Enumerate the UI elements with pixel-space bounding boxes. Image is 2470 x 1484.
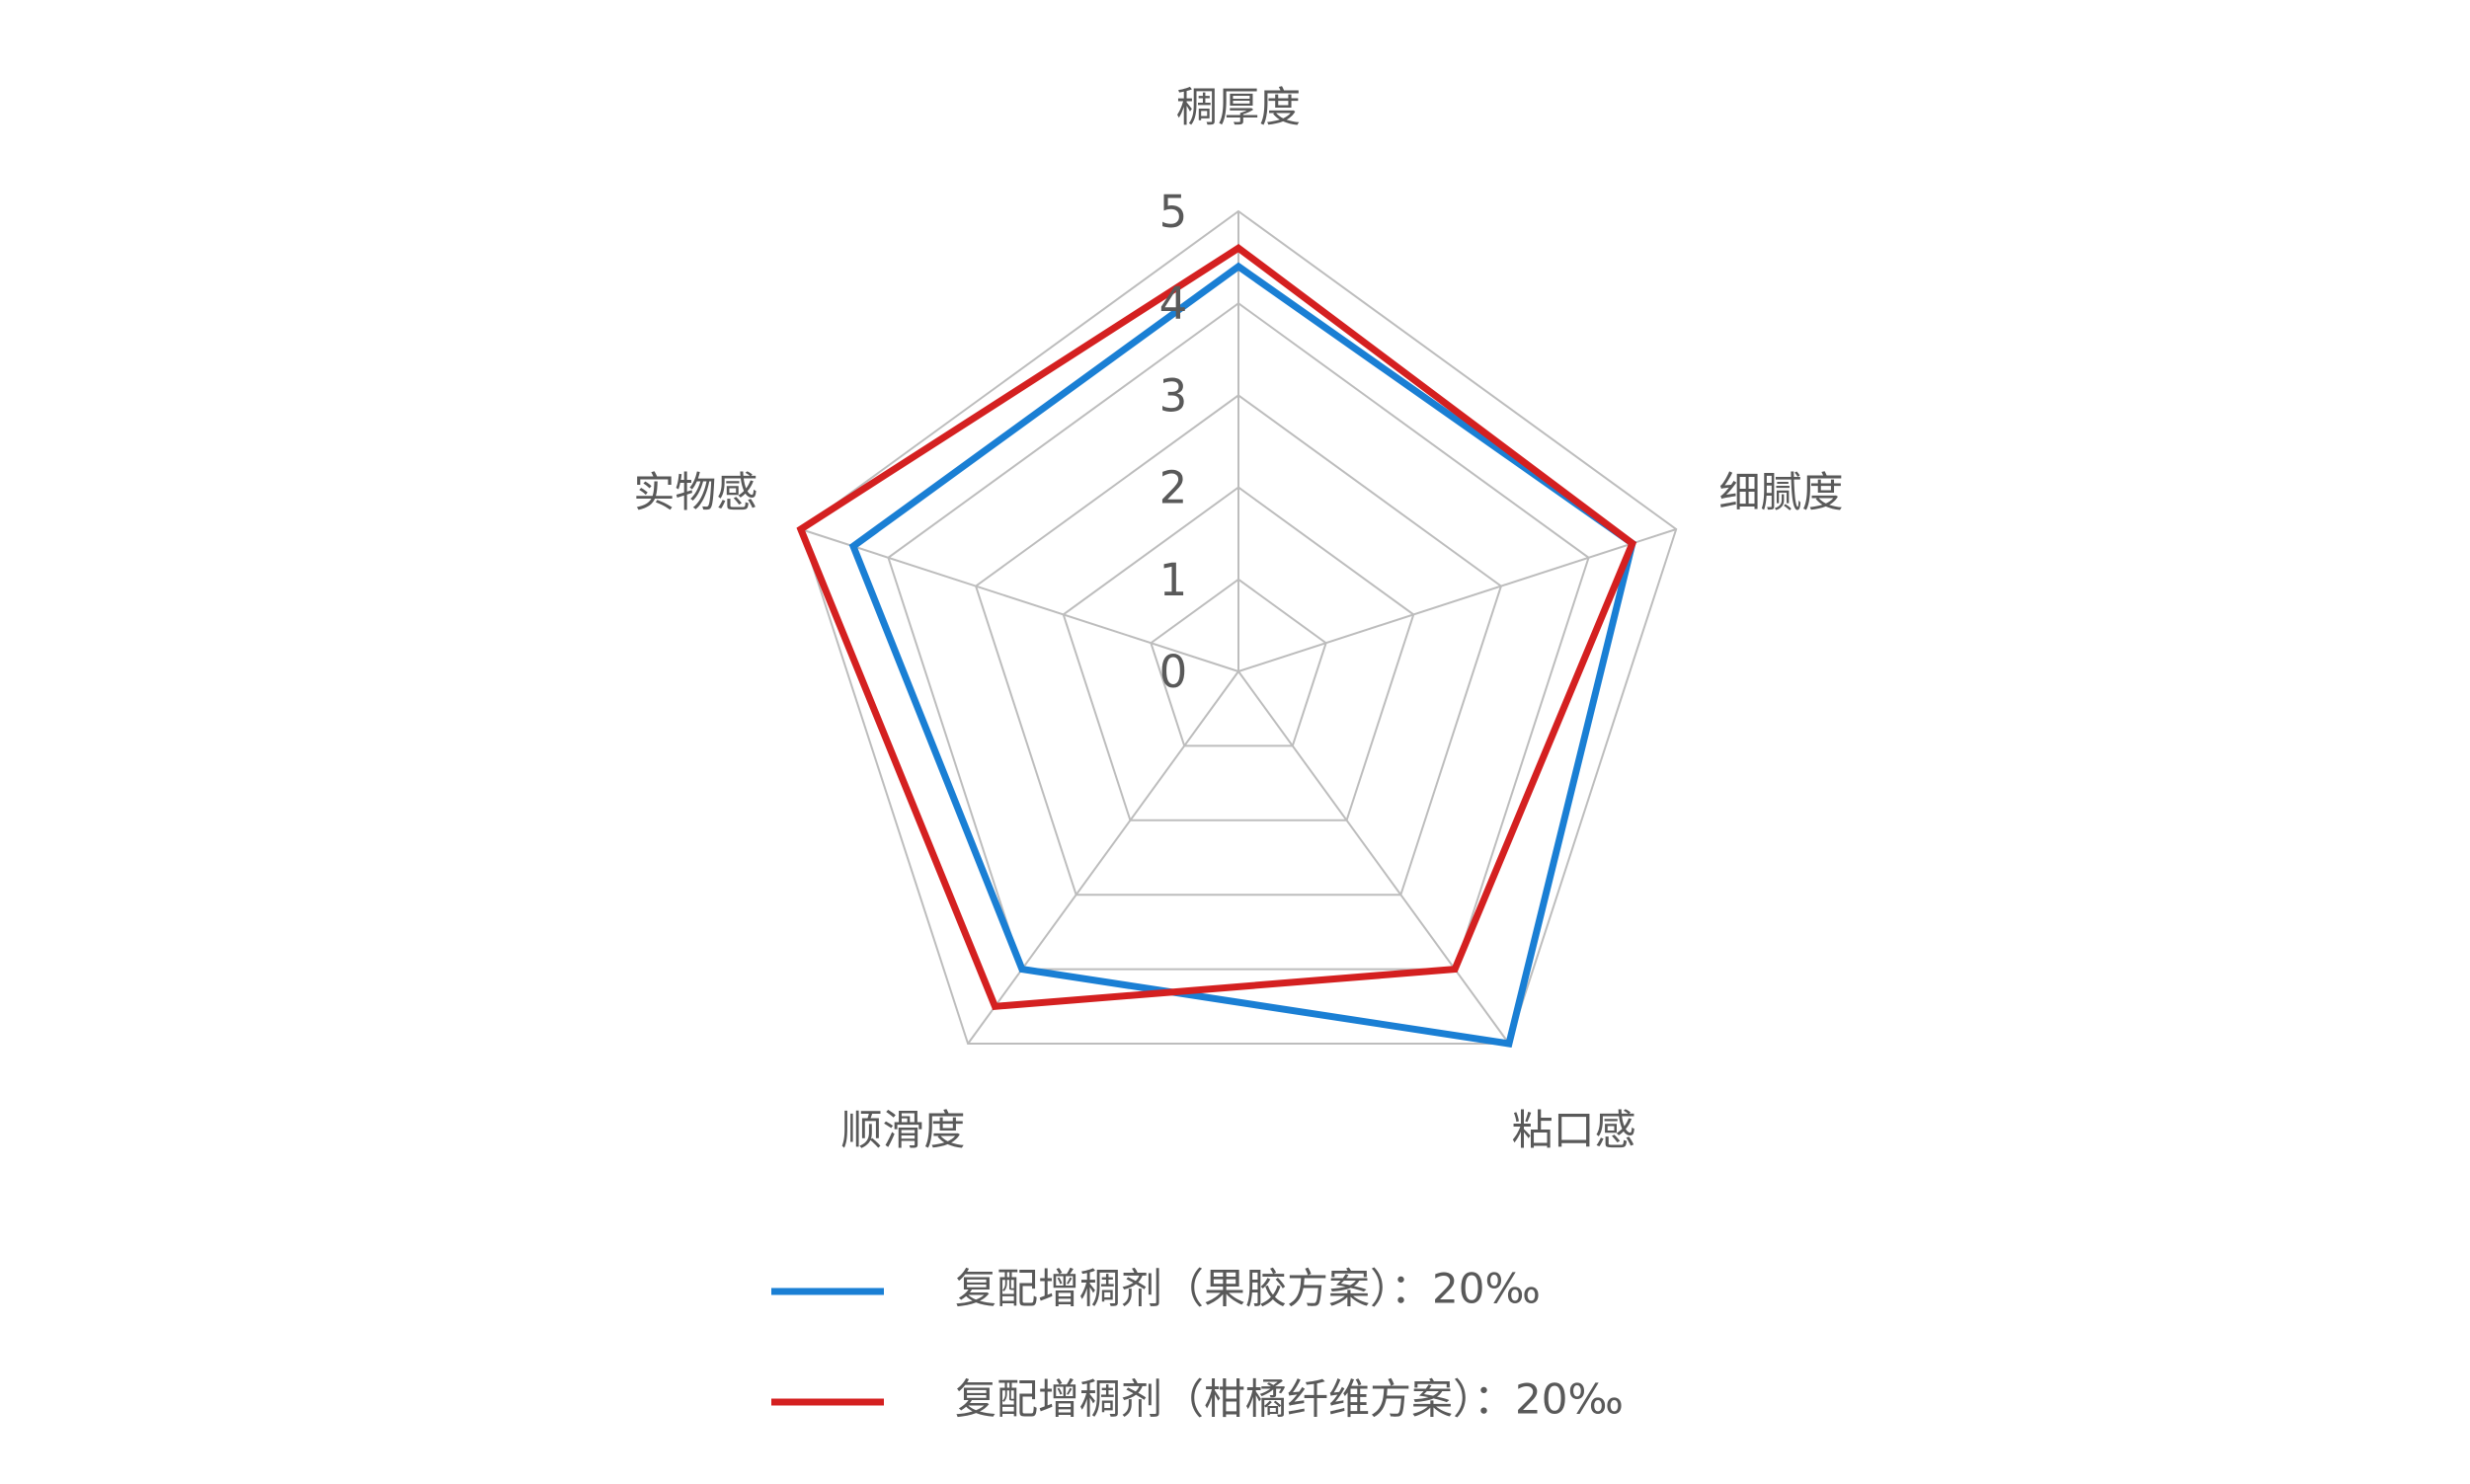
axis-label: 稠厚度 <box>1176 83 1301 131</box>
tick-label: 1 <box>1159 554 1188 606</box>
axis-spoke <box>967 670 1239 1045</box>
grid-line <box>887 301 1590 971</box>
legend-label: 复配增稠剂（果胶方案）：20‰ <box>955 1265 1541 1313</box>
series-line <box>796 244 1637 1010</box>
axis-label: 粘口感 <box>1512 1106 1636 1154</box>
axis-spoke <box>800 528 1239 672</box>
axis-label: 顺滑度 <box>840 1106 965 1154</box>
grid-line <box>1150 578 1327 747</box>
series-line <box>848 262 1636 1048</box>
tick-label: 0 <box>1159 646 1188 698</box>
tick-label: 5 <box>1159 186 1188 238</box>
tick-label: 3 <box>1159 369 1188 422</box>
grid-line <box>974 394 1503 897</box>
axis-label: 实物感 <box>633 468 757 516</box>
axis-label: 细腻度 <box>1719 468 1844 516</box>
axis-spoke <box>1237 528 1677 672</box>
tick-label: 4 <box>1159 277 1188 330</box>
grid-line <box>1062 486 1415 821</box>
tick-label: 2 <box>1159 462 1188 514</box>
grid-line <box>799 209 1678 1046</box>
axis-spoke <box>1237 670 1510 1045</box>
legend-label: 复配增稠剂（柑橘纤维方案）：20‰ <box>955 1375 1624 1424</box>
